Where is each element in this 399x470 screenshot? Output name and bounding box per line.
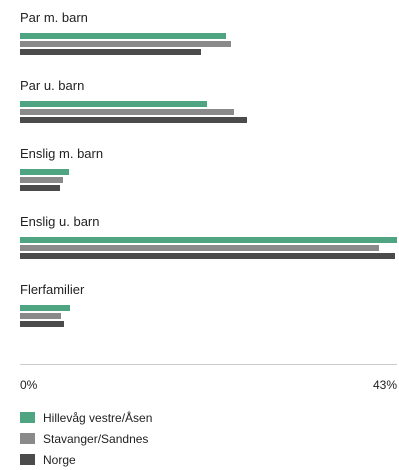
legend: Hillevåg vestre/Åsen Stavanger/Sandnes N… bbox=[20, 407, 152, 470]
legend-swatch bbox=[20, 433, 35, 444]
bar bbox=[20, 49, 201, 55]
legend-item-stavanger: Stavanger/Sandnes bbox=[20, 428, 152, 449]
bar bbox=[20, 169, 69, 175]
bar bbox=[20, 177, 63, 183]
legend-swatch bbox=[20, 454, 35, 465]
bar bbox=[20, 245, 379, 251]
legend-item-hillevag: Hillevåg vestre/Åsen bbox=[20, 407, 152, 428]
x-tick-max: 43% bbox=[372, 378, 397, 392]
bar bbox=[20, 109, 234, 115]
bar bbox=[20, 117, 247, 123]
bar bbox=[20, 321, 64, 327]
bar bbox=[20, 253, 395, 259]
bar bbox=[20, 313, 61, 319]
bar bbox=[20, 101, 207, 107]
category-label: Flerfamilier bbox=[20, 282, 85, 297]
category-label: Par u. barn bbox=[20, 78, 85, 93]
bar bbox=[20, 185, 60, 191]
bar bbox=[20, 33, 226, 39]
bar bbox=[20, 237, 397, 243]
legend-label: Hillevåg vestre/Åsen bbox=[43, 410, 153, 425]
bar bbox=[20, 305, 70, 311]
category-label: Par m. barn bbox=[20, 10, 88, 25]
legend-swatch bbox=[20, 412, 35, 423]
legend-label: Norge bbox=[43, 452, 76, 467]
category-label: Enslig m. barn bbox=[20, 146, 104, 161]
bar bbox=[20, 41, 231, 47]
x-tick-min: 0% bbox=[20, 378, 38, 392]
legend-item-norge: Norge bbox=[20, 449, 152, 470]
bar-chart: Par m. barn Par u. barn Enslig m. barn Ensl… bbox=[20, 10, 397, 327]
legend-label: Stavanger/Sandnes bbox=[43, 431, 149, 446]
x-axis-line bbox=[20, 364, 397, 365]
category-label: Enslig u. barn bbox=[20, 214, 100, 229]
